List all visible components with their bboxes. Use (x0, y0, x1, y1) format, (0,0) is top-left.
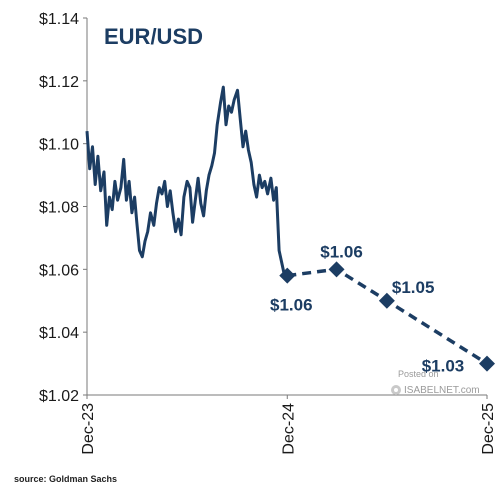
x-tick-label: Dec-24 (280, 403, 297, 455)
data-labels-layer: $1.06 $1.06 $1.05 $1.03 (270, 242, 464, 375)
forecast-data-label: $1.06 (320, 242, 363, 261)
y-tick-label: $1.04 (39, 325, 79, 342)
forecast-marker (279, 267, 296, 284)
watermark: Posted on ISABELNET.com (391, 369, 480, 396)
y-tick-label: $1.06 (39, 262, 79, 279)
chart-title: EUR/USD (104, 24, 203, 49)
forecast-data-label: $1.05 (392, 278, 435, 297)
forecast-data-label: $1.03 (422, 357, 465, 376)
forecast-marker (378, 292, 395, 309)
y-tick-label: $1.14 (39, 11, 79, 28)
source-note: source: Goldman Sachs (14, 474, 118, 484)
x-tick-label: Dec-25 (480, 403, 497, 455)
isabelnet-logo-icon (391, 385, 401, 395)
series-layer (85, 85, 495, 372)
ticks-layer: $1.02 $1.04 $1.06 $1.08 $1.10 $1.12 $1.14 Dec-2… (39, 11, 497, 455)
forecast-marker (328, 261, 345, 278)
y-tick-label: $1.02 (39, 388, 79, 405)
x-tick-label: Dec-23 (80, 403, 97, 455)
series-line-historical (85, 85, 286, 276)
y-tick-label: $1.10 (39, 137, 79, 154)
watermark-posted-on: Posted on (398, 369, 439, 379)
forecast-marker (479, 355, 495, 372)
y-tick-label: $1.08 (39, 200, 79, 217)
watermark-isabelnet: ISABELNET.com (404, 385, 480, 396)
forecast-data-label: $1.06 (270, 296, 313, 315)
y-tick-label: $1.12 (39, 74, 79, 91)
series-line-forecast (287, 267, 488, 366)
